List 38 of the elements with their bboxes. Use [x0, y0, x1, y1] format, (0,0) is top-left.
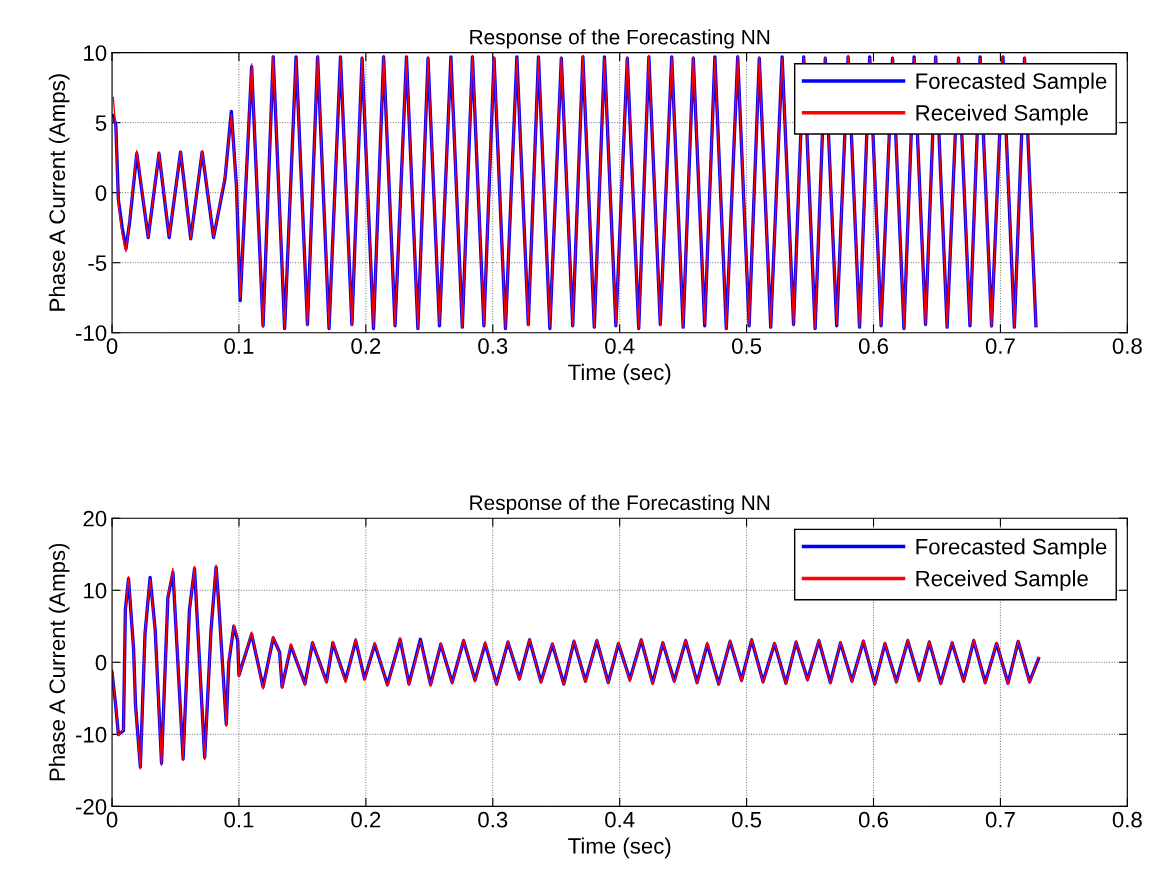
y-tick-label: -10 [76, 726, 107, 743]
x-tick-label: 0.2 [351, 811, 381, 828]
y-axis-title: Phase A Current (Amps) [48, 543, 70, 781]
y-tick-label: -10 [76, 325, 107, 341]
y-tick-label: -5 [88, 255, 107, 271]
y-tick-label: 20 [83, 510, 107, 527]
x-tick-label: 0.5 [732, 811, 762, 828]
y-tick-label: 0 [95, 185, 107, 201]
x-tick-label: 0.8 [1112, 811, 1142, 828]
legend-label: Forecasted Sample [916, 538, 1107, 559]
chart-title: Response of the Forecasting NN [470, 494, 770, 515]
x-tick-label: 0.6 [858, 338, 888, 354]
y-axis-title: Phase A Current (Amps) [48, 74, 70, 311]
x-tick-label: 0.5 [732, 338, 762, 354]
x-tick-label: 0.7 [985, 338, 1015, 354]
x-tick-label: 0.3 [478, 338, 508, 354]
x-tick-label: 0 [106, 338, 118, 354]
x-tick-label: 0.4 [605, 338, 635, 354]
x-tick-label: 0 [106, 811, 118, 828]
legend-label: Received Sample [916, 570, 1088, 591]
x-tick-label: 0.8 [1112, 338, 1142, 354]
x-tick-label: 0.1 [224, 811, 254, 828]
y-tick-label: 5 [95, 115, 107, 131]
chart-title: Response of the Forecasting NN [470, 29, 770, 49]
y-tick-label: 0 [95, 654, 107, 671]
x-tick-label: 0.6 [858, 811, 888, 828]
y-tick-label: -20 [76, 798, 107, 815]
legend-label: Forecasted Sample [916, 72, 1107, 94]
legend-label: Received Sample [916, 104, 1088, 126]
x-axis-title: Time (sec) [568, 363, 671, 385]
x-tick-label: 0.4 [605, 811, 635, 828]
x-tick-label: 0.2 [351, 338, 381, 354]
x-tick-label: 0.7 [985, 811, 1015, 828]
y-tick-label: 10 [84, 45, 107, 61]
x-tick-label: 0.1 [224, 338, 254, 354]
y-tick-label: 10 [84, 582, 107, 599]
x-axis-title: Time (sec) [568, 837, 671, 859]
x-tick-label: 0.3 [478, 811, 508, 828]
